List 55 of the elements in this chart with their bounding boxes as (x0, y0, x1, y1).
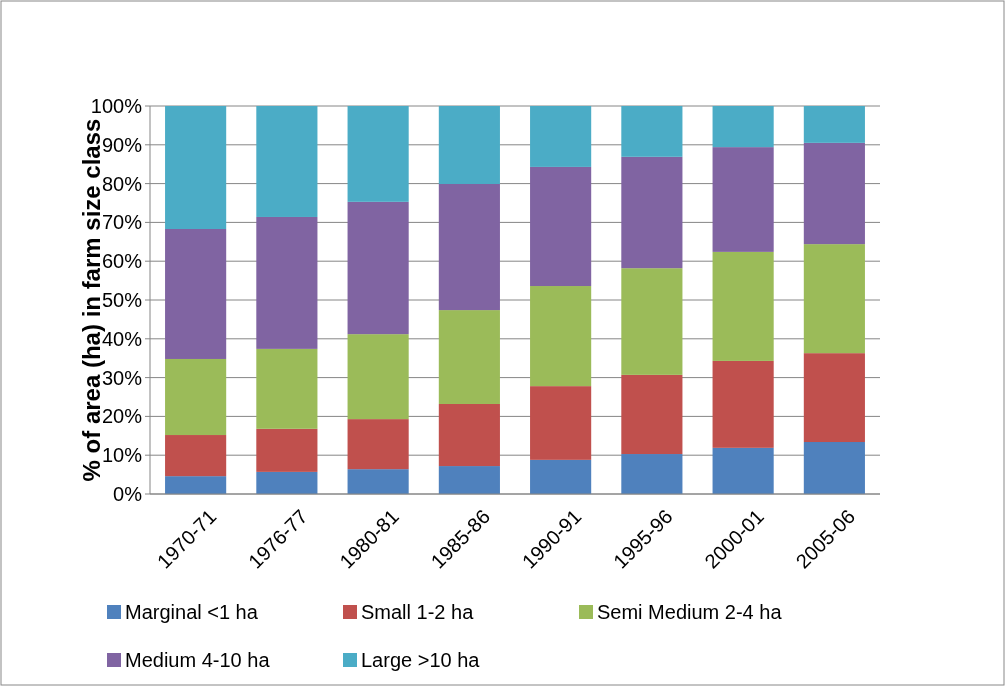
bar (621, 268, 683, 375)
bar (621, 454, 683, 494)
bar (803, 142, 865, 245)
bar (347, 469, 409, 494)
bar (165, 435, 227, 477)
bar (438, 403, 500, 467)
bar (347, 419, 409, 470)
bar (438, 466, 500, 494)
bar (621, 106, 683, 157)
bar (621, 374, 683, 455)
bar (712, 251, 774, 361)
bar (165, 229, 227, 359)
y-tick-label: 80% (101, 172, 143, 195)
y-tick-label: 70% (101, 211, 143, 234)
bar (347, 106, 409, 202)
bar (256, 428, 318, 472)
legend-label: Marginal <1 ha (125, 601, 259, 623)
bar (530, 459, 592, 494)
bar (803, 442, 865, 494)
bar (621, 156, 683, 269)
bar (256, 106, 318, 217)
bar (256, 471, 318, 494)
bar (438, 106, 500, 184)
y-tick-label: 90% (101, 133, 143, 156)
y-tick-label: 50% (101, 289, 143, 311)
bar (530, 166, 592, 287)
legend-label: Medium 4-10 ha (125, 649, 271, 671)
bar (803, 353, 865, 443)
bar (165, 476, 227, 494)
legend-label: Large >10 ha (361, 649, 481, 671)
y-tick-label: 10% (101, 444, 143, 467)
bar (712, 447, 774, 494)
bar (165, 106, 227, 229)
y-tick-label: 30% (101, 366, 143, 389)
bar (256, 216, 318, 349)
bar (438, 183, 500, 311)
bar (530, 386, 592, 460)
bar (803, 106, 865, 143)
bar (438, 310, 500, 404)
bar (165, 358, 227, 436)
bar (530, 286, 592, 387)
bar (712, 360, 774, 448)
bar (530, 106, 592, 167)
y-tick-label: 60% (101, 250, 143, 273)
bar (256, 348, 318, 429)
y-tick-label: 0% (113, 483, 143, 505)
bar (347, 334, 409, 420)
y-tick-label: 100% (90, 95, 143, 117)
legend-label: Semi Medium 2-4 ha (597, 601, 783, 623)
bar (803, 244, 865, 354)
bar (347, 201, 409, 335)
bar (712, 147, 774, 252)
bar (712, 106, 774, 148)
y-tick-label: 20% (101, 405, 143, 428)
legend-label: Small 1-2 ha (361, 601, 475, 623)
